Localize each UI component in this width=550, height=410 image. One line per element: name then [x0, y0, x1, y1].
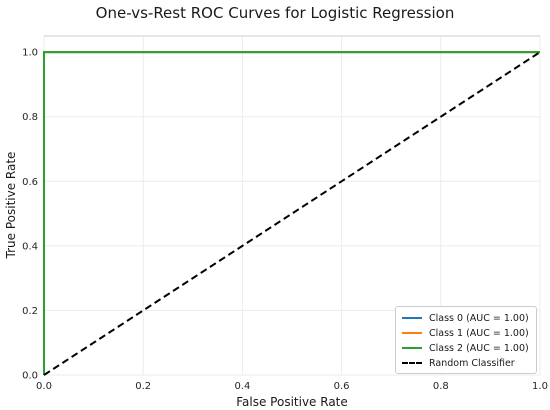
legend-item-class-1: Class 1 (AUC = 1.00)	[402, 326, 529, 340]
x-tick-label: 0.0	[36, 381, 52, 392]
series-lines	[43, 51, 541, 376]
x-tick-label: 0.2	[135, 381, 151, 392]
legend-swatch-class-2	[402, 347, 422, 349]
legend-item-random: Random Classifier	[402, 356, 515, 370]
legend-swatch-class-1	[402, 332, 422, 334]
legend-item-class-2: Class 2 (AUC = 1.00)	[402, 341, 529, 355]
y-tick-labels: 0.0 0.2 0.4 0.6 0.8 1.0	[22, 48, 38, 382]
legend-label-class-1: Class 1 (AUC = 1.00)	[429, 327, 529, 339]
y-tick-label: 0.4	[22, 241, 38, 252]
y-axis-label: True Positive Rate	[4, 152, 18, 260]
x-tick-label: 0.8	[433, 381, 449, 392]
y-tick-label: 1.0	[22, 48, 38, 59]
x-tick-label: 1.0	[532, 381, 548, 392]
series-line-2	[43, 51, 540, 375]
y-tick-label: 0.8	[22, 112, 38, 123]
legend-label-random: Random Classifier	[429, 357, 515, 369]
y-tick-label: 0.2	[22, 306, 38, 317]
legend-item-class-0: Class 0 (AUC = 1.00)	[402, 311, 529, 325]
legend: Class 0 (AUC = 1.00) Class 1 (AUC = 1.00…	[395, 306, 537, 374]
x-tick-label: 0.4	[234, 381, 250, 392]
x-axis-label: False Positive Rate	[236, 395, 348, 409]
y-tick-label: 0.6	[22, 177, 38, 188]
x-tick-label: 0.6	[334, 381, 350, 392]
y-tick-label: 0.0	[22, 371, 38, 382]
legend-label-class-2: Class 2 (AUC = 1.00)	[429, 342, 529, 354]
chart-title: One-vs-Rest ROC Curves for Logistic Regr…	[95, 4, 455, 22]
x-tick-labels: 0.0 0.2 0.4 0.6 0.8 1.0	[36, 381, 548, 392]
legend-swatch-class-0	[402, 317, 422, 319]
legend-swatch-random	[402, 362, 422, 364]
legend-label-class-0: Class 0 (AUC = 1.00)	[429, 312, 529, 324]
